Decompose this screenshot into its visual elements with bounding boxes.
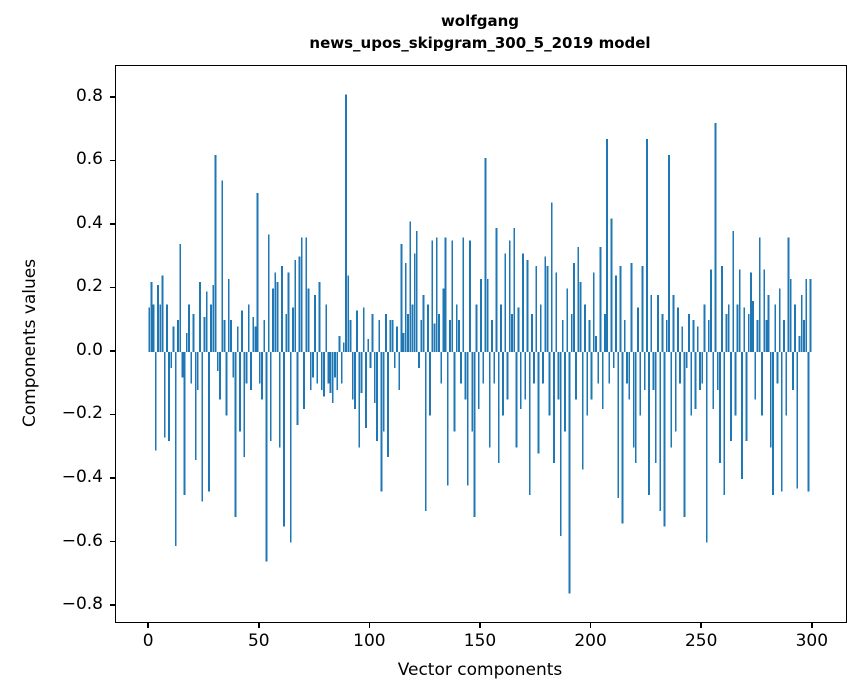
x-tick-label: 250 <box>684 631 718 651</box>
y-tick-label: 0.4 <box>75 212 103 233</box>
y-tick-label: 0.6 <box>75 149 103 170</box>
y-tick-label: −0.4 <box>61 467 103 488</box>
x-axis-tick <box>700 622 702 628</box>
x-axis-tick <box>147 622 149 628</box>
chart-subtitle: news_upos_skipgram_300_5_2019 model <box>309 34 651 52</box>
y-tick-label: 0.2 <box>75 276 103 297</box>
y-axis-tick <box>110 159 115 162</box>
y-axis-tick <box>110 286 115 289</box>
y-tick-label: −0.2 <box>61 403 103 424</box>
x-axis-tick <box>811 622 813 628</box>
plot-area <box>115 65 847 623</box>
y-axis-tick <box>110 413 115 416</box>
y-tick-label: 0.8 <box>75 85 103 106</box>
y-axis-tick <box>110 604 115 606</box>
bar-series <box>148 94 812 594</box>
y-axis-tick <box>110 96 115 98</box>
y-tick-label: 0.0 <box>75 339 103 360</box>
x-tick-label: 0 <box>142 631 154 651</box>
y-tick-label: −0.8 <box>61 594 103 615</box>
chart-title-block: wolfgang news_upos_skipgram_300_5_2019 m… <box>115 10 845 54</box>
x-tick-label: 200 <box>574 631 607 651</box>
x-axis-tick <box>368 622 371 628</box>
y-tick-label: −0.6 <box>61 530 103 551</box>
y-axis-tick <box>110 540 115 543</box>
y-axis-tick <box>110 350 115 352</box>
x-tick-label: 100 <box>353 631 386 651</box>
x-axis-tick <box>479 622 481 628</box>
y-axis-tick <box>110 477 115 479</box>
x-axis-tick <box>589 622 592 628</box>
x-axis-tick <box>258 622 260 628</box>
x-axis-label: Vector components <box>397 660 563 680</box>
x-tick-label: 50 <box>247 631 270 651</box>
x-tick-label: 150 <box>463 631 497 651</box>
x-tick-label: 300 <box>795 631 829 651</box>
chart-title: wolfgang <box>440 12 520 30</box>
y-axis-tick <box>110 223 115 225</box>
